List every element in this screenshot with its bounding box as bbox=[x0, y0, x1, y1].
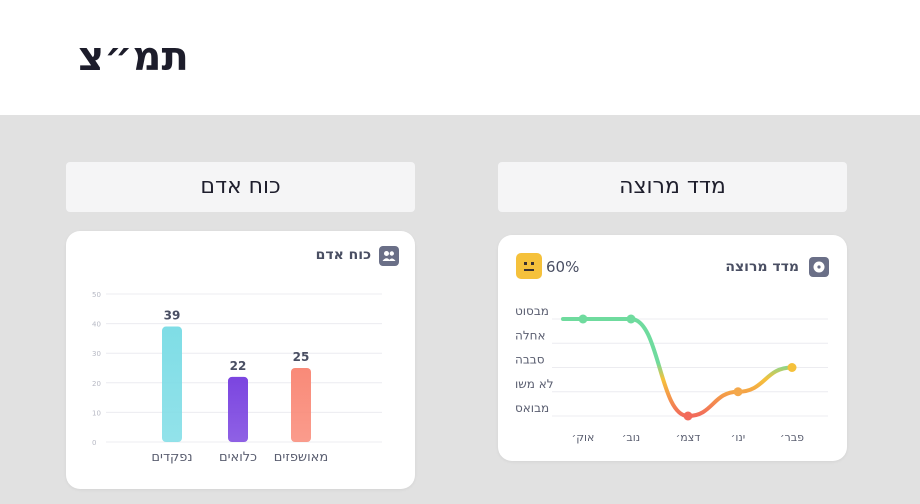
morale-score: 60% bbox=[546, 258, 580, 276]
bar-category-label: מאושפזים bbox=[274, 450, 328, 465]
page-title: תמ״צ bbox=[78, 34, 189, 80]
line-x-tick-label: דצמ׳ bbox=[676, 431, 701, 444]
line-y-level-label: לא משו bbox=[515, 377, 554, 391]
line-y-level-label: סבבה bbox=[515, 353, 545, 367]
morale-point bbox=[578, 314, 588, 324]
chat-icon bbox=[809, 257, 829, 277]
bar-value-label: 39 bbox=[164, 309, 181, 323]
morale-point bbox=[683, 411, 693, 421]
line-x-tick-label: נוב׳ bbox=[622, 431, 640, 444]
line-y-level-label: מבסוט bbox=[515, 304, 549, 318]
line-y-level-label: מבואס bbox=[515, 401, 549, 415]
bar-category-label: כלואים bbox=[219, 450, 257, 465]
line-x-tick-label: פבר׳ bbox=[780, 431, 804, 444]
morale-point bbox=[787, 363, 797, 372]
manpower-card-title: כוח אדם bbox=[315, 247, 371, 263]
bar-y-tick-label: 10 bbox=[92, 409, 101, 417]
header-bar: תמ״צ bbox=[0, 0, 920, 115]
manpower-bar-chart: 0 10 20 30 40 50 39 נפקדים 22 כלואים 25 מאושפזים bbox=[92, 291, 382, 465]
morale-point bbox=[733, 387, 743, 397]
morale-line-chart: מבסוט אחלה סבבה לא משו מבואס אוק׳ נוב׳ דצמ׳ ינו׳… bbox=[515, 304, 828, 444]
bar-value-label: 25 bbox=[293, 350, 310, 364]
bar-y-tick-label: 40 bbox=[92, 321, 101, 329]
people-icon bbox=[379, 246, 399, 266]
bar-2 bbox=[291, 368, 311, 442]
section-tab-manpower[interactable]: כוח אדם bbox=[66, 162, 415, 212]
line-x-tick-label: אוק׳ bbox=[572, 431, 595, 444]
line-x-tick-label: ינו׳ bbox=[731, 431, 745, 444]
manpower-card: כוח אדם 0 10 20 30 40 50 39 נפקדים 22 כלואים 25 מאו… bbox=[66, 231, 415, 489]
morale-card-title: מדד מרוצה bbox=[725, 259, 799, 275]
bar-y-tick-label: 30 bbox=[92, 350, 101, 358]
bar-category-label: נפקדים bbox=[151, 450, 192, 465]
morale-point bbox=[626, 314, 636, 324]
neutral-face-icon bbox=[516, 253, 542, 279]
bar-value-label: 22 bbox=[230, 359, 247, 373]
section-tab-morale[interactable]: מדד מרוצה bbox=[498, 162, 847, 212]
bar-0 bbox=[162, 326, 182, 442]
line-y-level-label: אחלה bbox=[515, 328, 546, 342]
bar-y-tick-label: 0 bbox=[92, 439, 96, 447]
bar-y-tick-label: 20 bbox=[92, 380, 101, 388]
bar-1 bbox=[228, 376, 248, 442]
morale-series-line bbox=[561, 317, 794, 419]
morale-card: מדד מרוצה 60% מבסוט אחלה סבבה לא משו מבואס או… bbox=[498, 235, 847, 461]
bar-y-tick-label: 50 bbox=[92, 291, 101, 299]
